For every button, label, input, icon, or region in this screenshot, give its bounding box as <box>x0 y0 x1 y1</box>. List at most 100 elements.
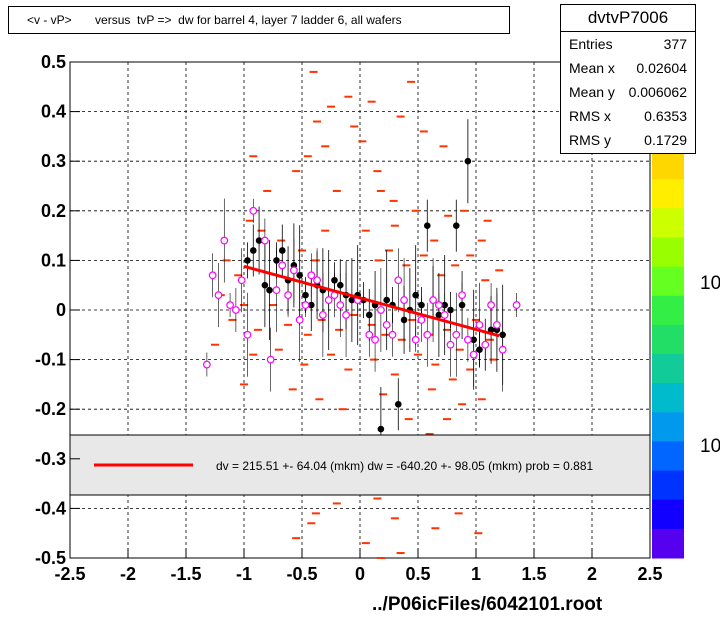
y-tick-label: 0.4 <box>41 102 66 122</box>
palette-band <box>652 266 684 297</box>
profile-point <box>487 326 495 334</box>
stats-row-rms-x: RMS x 0.6353 <box>561 104 695 128</box>
plot-title: <v - vP> versus tvP => dw for barrel 4, … <box>8 6 510 34</box>
profile-marker <box>463 335 472 344</box>
palette-band <box>652 499 684 530</box>
palette-band <box>652 208 684 238</box>
x-tick-label: -1 <box>236 564 252 584</box>
profile-point <box>307 301 315 309</box>
profile-marker <box>487 301 495 309</box>
profile-marker <box>475 320 484 329</box>
profile-marker <box>284 291 292 300</box>
profile-point <box>412 291 419 299</box>
profile-point <box>278 247 286 254</box>
x-tick-label: 2 <box>587 564 597 584</box>
profile-marker <box>394 276 403 285</box>
profile-marker <box>202 360 211 369</box>
profile-marker <box>492 320 501 329</box>
profile-marker <box>220 236 229 245</box>
x-tick-label: -2 <box>120 564 136 584</box>
profile-marker <box>429 296 437 304</box>
profile-marker <box>289 266 298 275</box>
profile-marker <box>458 291 466 300</box>
profile-marker <box>295 316 304 324</box>
profile-marker <box>342 311 350 319</box>
x-tick-label: 0 <box>355 564 365 584</box>
profile-marker <box>324 296 333 304</box>
profile-point <box>464 157 472 165</box>
profile-point <box>266 286 273 294</box>
profile-marker <box>249 206 258 215</box>
stats-label: Mean x <box>569 60 615 76</box>
profile-marker <box>301 301 310 309</box>
profile-point <box>296 271 303 279</box>
profile-marker <box>423 330 432 339</box>
x-tick-label: 0.5 <box>405 564 430 584</box>
palette-band <box>652 412 684 442</box>
profile-point <box>423 222 431 229</box>
stats-label: Mean y <box>569 84 615 100</box>
y-tick-label: 0.1 <box>41 250 66 270</box>
stats-row-mean-x: Mean x 0.02604 <box>561 56 695 80</box>
stats-row-rms-y: RMS y 0.1729 <box>561 128 695 152</box>
x-tick-label: 2.5 <box>637 564 662 584</box>
profile-marker <box>243 330 252 339</box>
profile-marker <box>382 320 391 329</box>
profile-marker <box>260 236 269 245</box>
profile-marker <box>371 335 379 344</box>
palette-band <box>652 237 684 268</box>
stats-row-entries: Entries 377 <box>561 32 695 56</box>
profile-marker <box>446 340 455 349</box>
y-tick-label: -0.5 <box>35 548 66 568</box>
profile-marker <box>498 345 507 354</box>
x-tick-label: -2.5 <box>54 564 85 584</box>
profile-point <box>394 400 402 408</box>
stats-value: 0.006062 <box>628 84 687 100</box>
stats-label: Entries <box>569 36 613 52</box>
profile-marker <box>214 291 223 300</box>
stats-name: dvtvP7006 <box>561 5 695 32</box>
palette-label: 10 <box>700 436 720 457</box>
palette-band <box>652 324 684 355</box>
x-tick-label: 1 <box>471 564 481 584</box>
profile-point <box>348 296 356 304</box>
profile-marker <box>313 276 321 285</box>
stats-label: RMS y <box>569 132 611 148</box>
profile-point <box>249 247 257 254</box>
profile-marker <box>417 316 426 324</box>
profile-point <box>261 281 269 289</box>
stats-value: 377 <box>663 36 687 52</box>
profile-marker <box>231 306 240 314</box>
stats-box: dvtvP7006 Entries 377 Mean x 0.02604 Mea… <box>560 4 696 154</box>
profile-point <box>244 257 251 264</box>
profile-point <box>383 296 390 304</box>
y-tick-label: 0 <box>56 300 66 320</box>
profile-marker <box>400 296 408 304</box>
palette-band <box>652 528 684 559</box>
profile-marker <box>469 350 478 359</box>
y-tick-label: -0.1 <box>35 350 66 370</box>
stats-label: RMS x <box>569 108 611 124</box>
palette-band <box>652 295 684 326</box>
y-tick-label: -0.3 <box>35 449 66 469</box>
profile-point <box>452 222 460 229</box>
profile-point <box>255 237 263 244</box>
y-tick-label: 0.3 <box>41 151 66 171</box>
profile-marker <box>452 330 461 339</box>
y-tick-label: 0.2 <box>41 201 66 221</box>
palette-band <box>652 441 684 472</box>
profile-marker <box>388 330 397 339</box>
profile-marker <box>226 301 234 309</box>
palette-band <box>652 179 684 209</box>
profile-marker <box>208 271 217 280</box>
footer-filename: ../P06icFiles/6042101.root <box>372 594 603 615</box>
palette-band <box>652 470 684 501</box>
palette-band <box>652 150 684 180</box>
profile-point <box>447 306 454 314</box>
profile-marker <box>411 335 420 344</box>
profile-marker <box>266 355 275 364</box>
profile-marker <box>365 330 374 339</box>
profile-marker <box>512 301 521 309</box>
stats-value: 0.02604 <box>636 60 687 76</box>
